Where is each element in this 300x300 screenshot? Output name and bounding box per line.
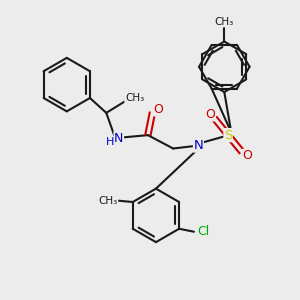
Text: CH₃: CH₃ [98,196,118,206]
Text: H: H [106,137,114,147]
Text: O: O [206,108,215,121]
Text: N: N [194,139,203,152]
Text: CH₃: CH₃ [125,93,144,103]
Text: N: N [114,132,124,145]
Text: Cl: Cl [197,225,209,238]
Text: O: O [242,149,252,162]
Text: CH₃: CH₃ [215,16,234,27]
Text: O: O [153,103,163,116]
Text: S: S [224,129,232,142]
